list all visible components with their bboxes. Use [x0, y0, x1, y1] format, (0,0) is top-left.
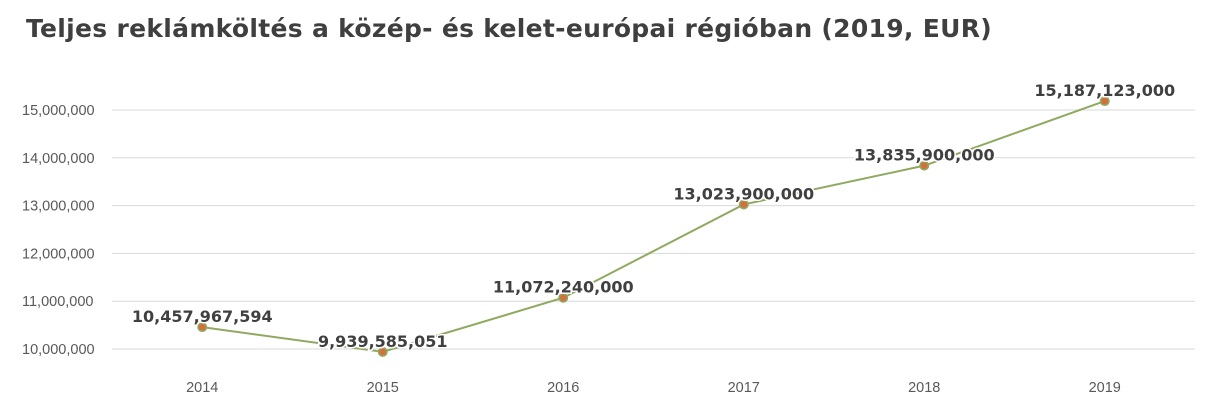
chart-title: Teljes reklámköltés a közép- és kelet-eu…	[26, 14, 992, 43]
data-labels: 10,457,967,594 9,939,585,051 11,072,240,00…	[130, 80, 1176, 353]
data-point	[197, 322, 208, 333]
data-point	[558, 292, 569, 303]
data-label: 9,939,585,051	[318, 332, 448, 351]
y-tick-label: 13,000,000	[22, 199, 95, 215]
x-tick-label: 2014	[186, 380, 218, 396]
data-point	[919, 160, 930, 171]
x-tick-label: 2018	[908, 380, 940, 396]
y-tick-label: 14,000,000	[22, 151, 95, 167]
data-label: 15,187,123,000	[1034, 81, 1175, 100]
x-axis-ticks: 2014 2015 2016 2017 2018 2019	[186, 380, 1121, 396]
data-label: 10,457,967,594	[132, 307, 273, 326]
data-point	[738, 199, 749, 210]
y-tick-label: 12,000,000	[22, 246, 95, 262]
x-tick-label: 2017	[728, 380, 760, 396]
series-line	[202, 100, 1106, 353]
y-axis-ticks: 10,000,000 11,000,000 12,000,000 13,000,000…	[22, 103, 95, 358]
x-tick-label: 2016	[547, 380, 579, 396]
data-label: 13,023,900,000	[673, 184, 814, 203]
series-line-group	[202, 100, 1106, 353]
y-tick-label: 15,000,000	[22, 103, 95, 119]
data-point	[377, 346, 388, 357]
y-tick-label: 10,000,000	[22, 342, 95, 358]
gridlines	[112, 109, 1195, 350]
y-tick-label: 11,000,000	[22, 294, 94, 310]
data-label: 13,835,900,000	[854, 146, 995, 165]
data-points	[197, 96, 1110, 357]
data-point	[1099, 96, 1110, 107]
data-label: 11,072,240,000	[493, 278, 634, 297]
x-tick-label: 2015	[367, 380, 399, 396]
x-tick-label: 2019	[1089, 380, 1121, 396]
